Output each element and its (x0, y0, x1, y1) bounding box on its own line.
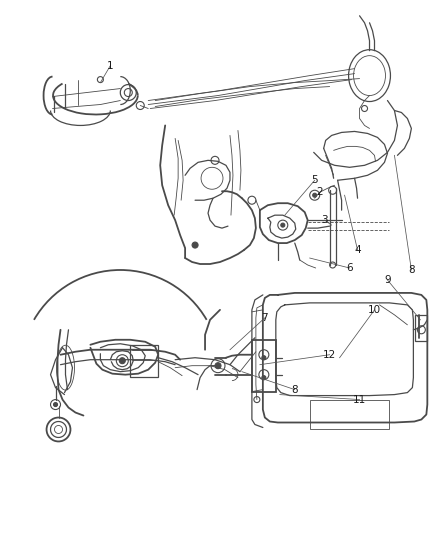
Text: 8: 8 (291, 385, 298, 394)
Text: 12: 12 (323, 350, 336, 360)
Bar (252, 340, 276, 392)
Text: 10: 10 (368, 305, 381, 315)
Circle shape (119, 358, 125, 364)
Text: 4: 4 (354, 245, 361, 255)
Bar (310, 400, 389, 430)
Text: 5: 5 (311, 175, 318, 185)
Bar (130, 345, 158, 377)
Text: 9: 9 (384, 275, 391, 285)
Circle shape (53, 402, 57, 407)
Circle shape (281, 223, 285, 227)
Text: 1: 1 (107, 61, 113, 71)
Circle shape (215, 362, 221, 369)
Circle shape (262, 376, 266, 379)
Text: 8: 8 (408, 265, 415, 275)
Text: 2: 2 (316, 187, 323, 197)
Text: 3: 3 (321, 215, 328, 225)
Bar (415, 315, 427, 341)
Text: 6: 6 (346, 263, 353, 273)
Circle shape (192, 242, 198, 248)
Circle shape (313, 193, 317, 197)
Text: 11: 11 (353, 394, 366, 405)
Circle shape (262, 356, 266, 360)
Text: 7: 7 (261, 313, 268, 323)
